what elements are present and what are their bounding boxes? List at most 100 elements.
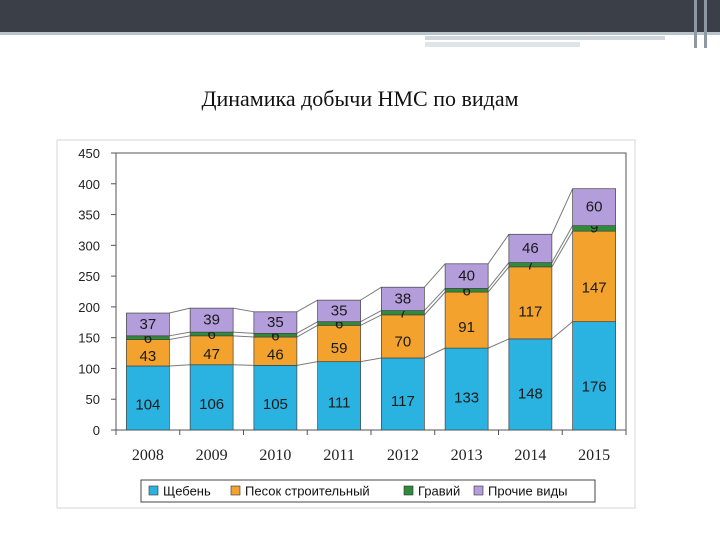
bar-segment: [381, 314, 425, 359]
bar-segment: [126, 365, 170, 431]
header-accent-line: [425, 36, 665, 40]
series-connector-line: [233, 331, 254, 334]
x-tick-label: 2013: [451, 447, 483, 464]
data-label: 70: [395, 334, 412, 351]
legend-label: Прочие виды: [488, 484, 568, 499]
legend-swatch: [230, 485, 241, 496]
data-label: 111: [328, 395, 351, 412]
bar-segment: [253, 365, 298, 431]
x-tick-label: 2010: [259, 447, 291, 464]
series-connector-line: [169, 364, 191, 367]
series-connector-line: [360, 314, 382, 326]
data-label: 148: [518, 386, 543, 403]
data-label: 147: [582, 279, 607, 296]
bar-segment: [444, 291, 489, 349]
y-tick-label: 200: [78, 300, 100, 315]
legend-swatch: [148, 485, 159, 496]
data-label: 176: [582, 379, 607, 396]
data-label: 6: [144, 330, 152, 347]
bar-segment: [189, 307, 234, 333]
series-connector-line: [424, 347, 446, 359]
series-connector-line: [360, 357, 382, 363]
x-tick-label: 2009: [196, 447, 228, 464]
data-label: 43: [140, 348, 157, 365]
bar-segment: [444, 263, 489, 289]
series-connector-line: [487, 338, 510, 349]
legend-swatch: [473, 485, 484, 496]
data-label: 104: [135, 396, 160, 413]
series-connector-line: [360, 286, 382, 301]
bar-segment: [572, 188, 616, 226]
data-label: 37: [140, 316, 157, 333]
data-label: 6: [462, 282, 470, 299]
data-label: 47: [203, 346, 220, 363]
header-accent-line: [425, 42, 580, 47]
series-connector-line: [233, 335, 254, 338]
series-connector-line: [424, 263, 446, 288]
data-label: 35: [331, 302, 348, 319]
y-tick-label: 0: [93, 423, 100, 438]
data-label: 39: [203, 312, 220, 329]
bar-segment: [444, 347, 489, 431]
series-connector-line: [551, 321, 573, 340]
bar-segment: [126, 312, 170, 337]
bar-segment: [317, 361, 361, 431]
y-tick-label: 150: [78, 331, 100, 346]
data-label: 6: [207, 326, 215, 343]
y-tick-label: 50: [86, 392, 100, 407]
header-accent-line: [0, 32, 720, 35]
bar-segment: [508, 338, 553, 431]
data-label: 105: [263, 396, 288, 413]
data-label: 59: [331, 340, 348, 357]
data-label: 35: [267, 314, 284, 331]
series-connector-line: [487, 266, 510, 293]
bar-segment: [317, 299, 361, 323]
series-connector-line: [169, 307, 191, 314]
data-label: 46: [522, 240, 539, 257]
slide-header-bar: [0, 0, 720, 47]
series-connector-line: [169, 335, 191, 341]
bar-segment: [189, 335, 234, 366]
series-connector-line: [169, 331, 191, 337]
x-tick-label: 2011: [323, 447, 354, 464]
bar-segment: [253, 336, 298, 366]
y-tick-label: 100: [78, 361, 100, 376]
data-label: 6: [335, 316, 343, 333]
x-tick-label: 2012: [387, 447, 419, 464]
data-label: 7: [399, 305, 407, 322]
series-connector-line: [551, 230, 574, 268]
data-label: 46: [267, 347, 284, 364]
data-label: 117: [518, 304, 542, 321]
data-label: 40: [458, 268, 475, 285]
data-label: 117: [391, 393, 415, 410]
bar-segment: [126, 339, 170, 367]
series-connector-line: [487, 233, 510, 265]
data-label: 38: [395, 290, 412, 307]
series-connector-line: [551, 188, 574, 235]
bar-segment: [381, 357, 425, 431]
data-label: 133: [454, 389, 479, 406]
bar-segment: [317, 325, 361, 363]
legend-label: Гравий: [418, 484, 460, 499]
legend-box: [140, 479, 596, 503]
data-label: 6: [271, 327, 279, 344]
chart-title: Динамика добычи НМС по видам: [201, 86, 519, 111]
series-connector-line: [296, 324, 318, 338]
x-tick-label: 2014: [514, 447, 546, 464]
header-decoration: [704, 0, 707, 48]
bar-segment: [508, 233, 553, 263]
header-decoration: [694, 0, 697, 48]
data-label: 60: [586, 198, 603, 215]
bar-segment: [572, 230, 616, 323]
bar-segment: [381, 286, 425, 311]
legend-label: Песок строительный: [245, 484, 370, 499]
series-connector-line: [551, 225, 574, 263]
y-tick-label: 400: [78, 177, 100, 192]
series-connector-line: [424, 291, 446, 316]
series-connector-line: [233, 307, 254, 313]
bar-segment: [189, 364, 234, 431]
x-tick-label: 2008: [132, 447, 164, 464]
bar-segment: [572, 321, 616, 431]
bar-segment: [253, 311, 298, 334]
